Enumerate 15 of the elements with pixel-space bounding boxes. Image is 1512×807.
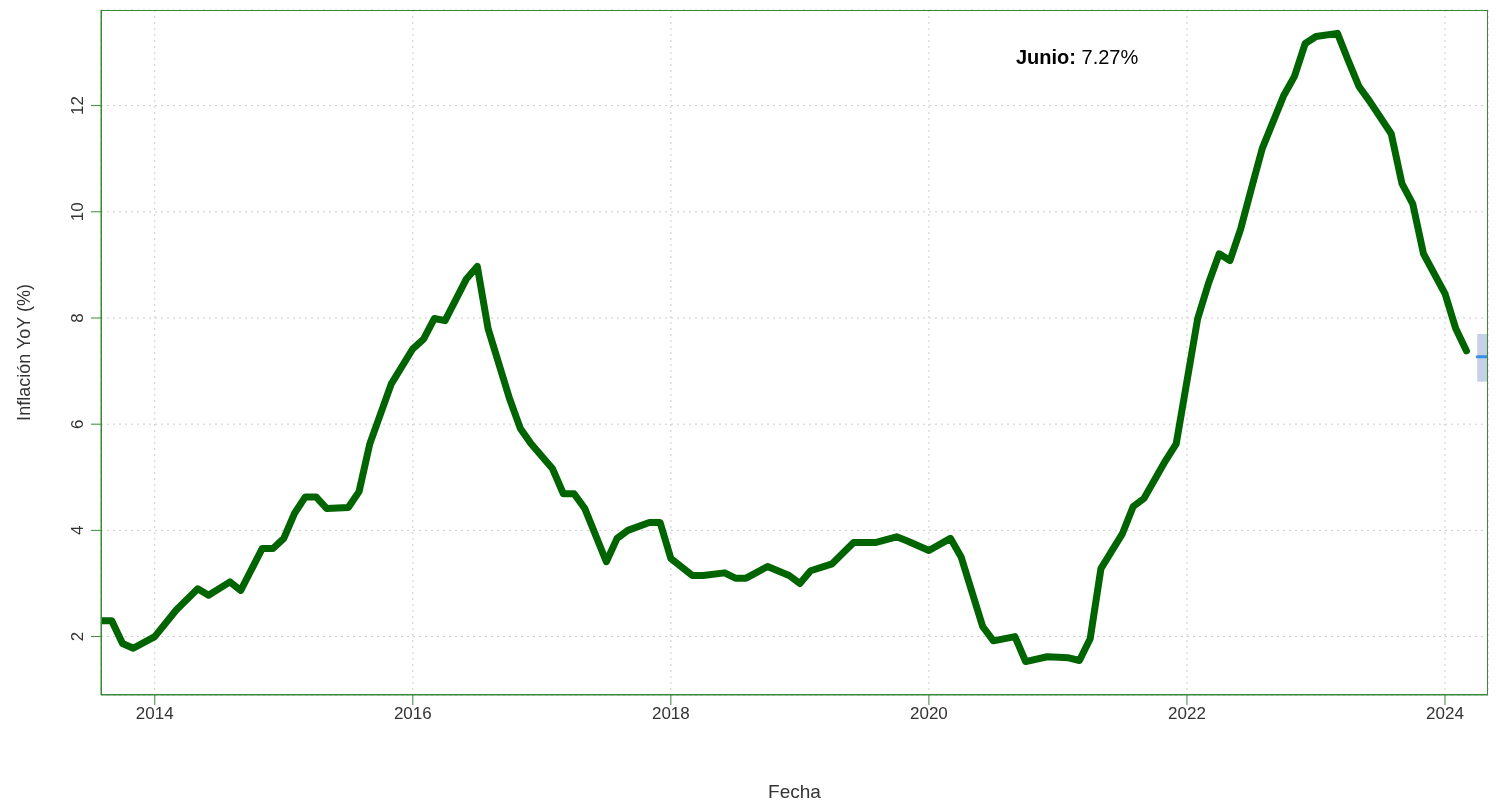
y-tick-label: 12 <box>68 96 87 116</box>
x-tick-label: 2016 <box>393 704 432 724</box>
x-tick-label: 2018 <box>651 704 690 724</box>
y-tick-label: 10 <box>68 202 87 222</box>
x-tick-label: 2014 <box>135 704 174 724</box>
x-tick-label: 2022 <box>1168 704 1206 724</box>
y-tick-label: 4 <box>68 525 87 536</box>
x-axis-title: Fecha <box>768 781 822 802</box>
x-tick-label: 2020 <box>909 704 948 724</box>
y-tick-label: 2 <box>68 631 87 642</box>
y-axis-title: Inflación YoY (%) <box>14 284 35 421</box>
y-tick-label: 8 <box>68 313 87 323</box>
x-tick-label: 2024 <box>1426 704 1464 724</box>
y-tick-label: 6 <box>68 419 87 429</box>
annotation: Junio: 7.27% <box>1016 46 1139 69</box>
